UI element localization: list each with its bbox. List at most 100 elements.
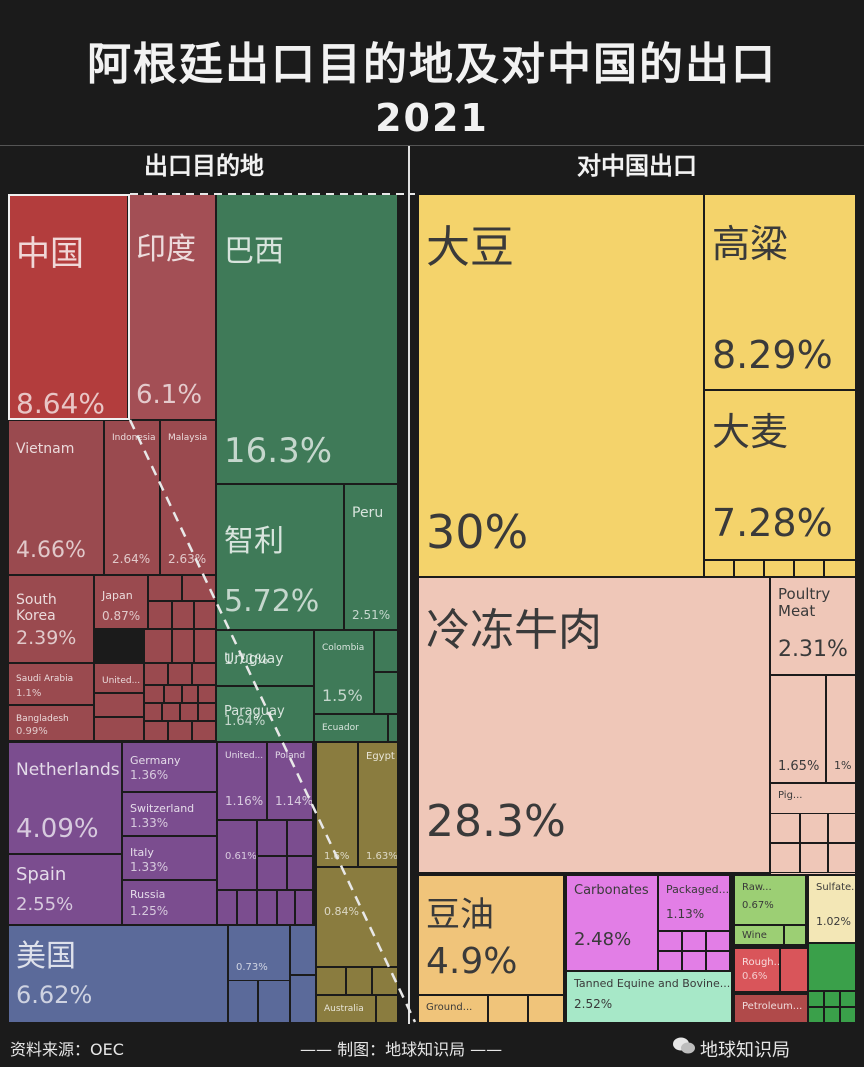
treemap-tile: 印度 6.1% [128,194,216,420]
treemap-minor-tile [704,560,734,577]
tile-label: 大麦 [712,410,789,454]
treemap-tile: Wine [734,925,784,945]
tile-label: Raw... [742,882,772,893]
tile-label: Colombia [322,643,365,653]
header-rule [0,145,864,146]
treemap-tile: 1.6% [316,742,358,867]
tile-value: 30% [426,505,529,559]
treemap-tile: Bangladesh 0.99% [8,705,94,741]
treemap-minor-tile [770,843,800,873]
treemap-minor-tile [257,820,287,856]
treemap-minor-tile [316,967,346,995]
treemap-minor-tile [287,820,313,856]
treemap-tile: Australia [316,995,376,1023]
treemap-tile: Peru 2.51% [344,484,398,630]
treemap-minor-tile [295,890,313,925]
tile-label: Poland [275,751,306,761]
credit-note: —— 制图：地球知识局 —— [300,1040,503,1059]
treemap-minor-tile [658,931,682,951]
header: 阿根廷出口目的地及对中国的出口 2021 [0,0,864,145]
tile-label: Tanned Equine and Bovine... [574,977,731,990]
tile-label: 中国 [16,234,84,274]
treemap-tile: 高粱 8.29% [704,194,856,390]
tile-label: United... [225,751,264,761]
tile-label: Australia [324,1004,364,1014]
tile-value: 1.14% [275,794,313,808]
tile-label: Peru [352,505,384,521]
tile-value: 1.13% [666,907,705,921]
tile-value: 8.64% [16,387,105,420]
treemap-minor-tile [182,685,198,703]
left-panel-title: 出口目的地 [144,152,264,180]
tile-value: 1.71% [224,652,269,668]
treemap-tile: Indonesia 2.64% [104,420,160,575]
tile-label: Russia [130,888,166,901]
treemap-minor-tile [808,943,856,991]
treemap-tile: Vietnam 4.66% [8,420,104,575]
treemap-minor-tile [290,975,316,1023]
treemap-minor-tile [376,995,398,1023]
treemap-minor-tile [372,967,398,995]
tile-value: 4.66% [16,538,86,563]
tile-value: 5.72% [224,584,320,619]
treemap-tile: Rough... 0.6% [734,948,780,992]
tile-label: Ground... [426,1002,473,1013]
treemap-minor-tile [192,663,216,685]
treemap-minor-tile [800,843,828,873]
chart-title: 阿根廷出口目的地及对中国的出口 [87,39,777,90]
tile-label: Italy [130,846,154,859]
tile-label: 印度 [136,232,196,267]
tile-value: 1.33% [130,816,169,830]
treemap-minor-tile [824,560,856,577]
tile-value: 1.64% [224,714,266,729]
tile-label: Wine [742,930,767,941]
treemap-minor-tile [258,980,290,1023]
treemap-tile: 1% [826,675,856,783]
treemap-tile: United... [94,663,144,693]
treemap-minor-tile [168,663,192,685]
tile-value: 1.65% [778,759,820,774]
tile-value: 0.6% [742,971,768,982]
treemap-minor-tile [808,1007,824,1023]
tile-value: 28.3% [426,796,566,847]
tile-value: 1.16% [225,794,264,808]
tile-label: Petroleum... [742,1001,803,1012]
treemap-tile: Uruguay 1.71% [216,630,314,686]
treemap-minor-tile [828,813,856,843]
treemap-tile: Saudi Arabia 1.1% [8,663,94,705]
tile-label: Ecuador [322,723,359,733]
treemap-tile: Petroleum... [734,994,808,1023]
tile-value: 1.36% [130,768,169,782]
tile-label: 豆油 [426,895,494,935]
tile-value: 1.6% [324,851,350,862]
treemap-minor-tile [144,629,172,663]
treemap-tile: Raw... 0.67% [734,875,806,925]
tile-label: Sulfate... [816,882,855,893]
tile-value: 2.52% [574,997,613,1011]
tile-value: 2.31% [778,637,848,662]
treemap-tile: Tanned Equine and Bovine... 2.52% [566,971,732,1023]
tile-label: Bangladesh [16,714,69,724]
treemap-minor-tile [808,991,824,1007]
treemap-minor-tile [528,995,564,1023]
treemap-minor-tile [764,560,794,577]
treemap-tile: South Korea 2.39% [8,575,94,663]
tile-label: Indonesia [112,433,156,443]
tile-label: Pig... [778,790,803,801]
tile-label: 智利 [224,524,284,559]
footer: 资料来源：OEC —— 制图：地球知识局 —— 地球知识局 [0,1024,864,1067]
treemap-minor-tile [148,575,182,601]
tile-value: 0.67% [742,900,774,911]
treemap-tile: Egypt 1.63% [358,742,398,867]
tile-value: 2.63% [168,552,207,566]
treemap-minor-tile [828,843,856,873]
treemap-tile: 巴西 16.3% [216,194,398,484]
tile-label: South Korea [16,592,57,625]
treemap-minor-tile [706,931,730,951]
tile-label: Netherlands [16,760,120,780]
tile-value: 0.73% [236,962,268,973]
tile-value: 0.87% [102,609,141,623]
treemap-minor-tile [237,890,257,925]
treemap-minor-tile [488,995,528,1023]
treemap-minor-tile [682,931,706,951]
